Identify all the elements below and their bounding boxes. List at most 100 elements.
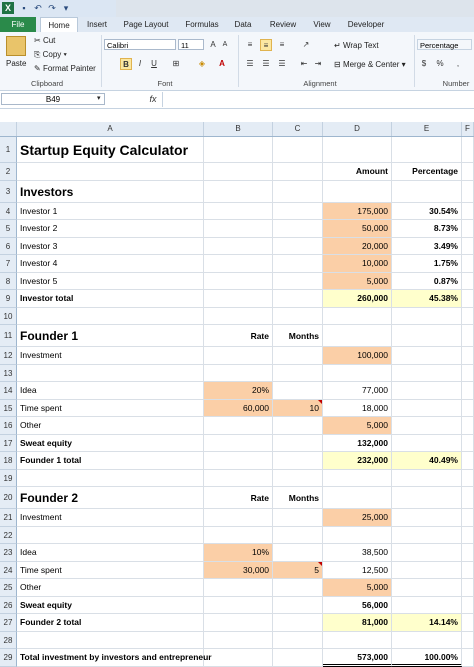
cell-e22[interactable]	[392, 526, 462, 544]
cell-a28[interactable]	[17, 631, 204, 649]
cell-d7[interactable]: 10,000	[323, 255, 392, 273]
name-box-dropdown-icon[interactable]: ▾	[97, 95, 101, 102]
cell-b18[interactable]	[204, 452, 273, 470]
cell-d13[interactable]	[323, 364, 392, 382]
cell-d3[interactable]	[323, 180, 392, 203]
insert-function-icon[interactable]: fx	[149, 94, 157, 104]
tab-data[interactable]: Data	[234, 20, 252, 29]
font-size-combo[interactable]: 11	[178, 39, 204, 50]
percent-style-icon[interactable]: %	[436, 59, 444, 68]
cell-b17[interactable]	[204, 434, 273, 452]
cell-f10[interactable]	[462, 307, 474, 325]
cell-e26[interactable]	[392, 596, 462, 614]
cell-d28[interactable]	[323, 631, 392, 649]
cell-d4[interactable]: 175,000	[323, 202, 392, 220]
accounting-format-icon[interactable]: $	[421, 59, 427, 68]
cell-b12[interactable]	[204, 347, 273, 365]
tab-review[interactable]: Review	[269, 20, 297, 29]
cell-e7[interactable]: 1.75%	[392, 255, 462, 273]
cell-e29[interactable]: 100.00%	[392, 649, 462, 667]
cell-b19[interactable]	[204, 469, 273, 487]
align-center-icon[interactable]: ☰	[262, 59, 270, 68]
cell-b13[interactable]	[204, 364, 273, 382]
cell-c22[interactable]	[273, 526, 323, 544]
cell-d25[interactable]: 5,000	[323, 579, 392, 597]
cell-c27[interactable]	[273, 614, 323, 632]
cell-d5[interactable]: 50,000	[323, 220, 392, 238]
increase-indent-icon[interactable]: ⇥	[314, 59, 322, 68]
cell-d11[interactable]	[323, 325, 392, 347]
cell-a27[interactable]: Founder 2 total	[17, 614, 204, 632]
cell-f4[interactable]	[462, 202, 474, 220]
cell-b16[interactable]	[204, 417, 273, 435]
cell-e3[interactable]	[392, 180, 462, 203]
cell-f8[interactable]	[462, 272, 474, 290]
cell-e18[interactable]: 40.49%	[392, 452, 462, 470]
cell-f26[interactable]	[462, 596, 474, 614]
cell-a4[interactable]: Investor 1	[17, 202, 204, 220]
cell-a7[interactable]: Investor 4	[17, 255, 204, 273]
cell-c13[interactable]	[273, 364, 323, 382]
paste-icon[interactable]	[6, 36, 26, 56]
font-color-icon[interactable]: A	[219, 59, 225, 68]
cell-c15[interactable]: 10	[273, 399, 323, 417]
cell-b27[interactable]	[204, 614, 273, 632]
cell-f11[interactable]	[462, 325, 474, 347]
row-header[interactable]: 22	[0, 526, 17, 544]
cell-a24[interactable]: Time spent	[17, 561, 204, 579]
row-header[interactable]: 17	[0, 434, 17, 452]
tab-insert[interactable]: Insert	[86, 20, 107, 29]
cell-a23[interactable]: Idea	[17, 544, 204, 562]
formula-input[interactable]	[162, 92, 474, 107]
merge-center-button[interactable]: ⊟ Merge & Center ▾	[334, 60, 406, 69]
select-all-corner[interactable]	[0, 122, 17, 136]
cell-f23[interactable]	[462, 544, 474, 562]
undo-icon[interactable]: ↶	[34, 3, 42, 13]
column-header-c[interactable]: C	[273, 122, 323, 136]
cell-e19[interactable]	[392, 469, 462, 487]
cell-d21[interactable]: 25,000	[323, 509, 392, 527]
cell-b4[interactable]	[204, 202, 273, 220]
cell-e5[interactable]: 8.73%	[392, 220, 462, 238]
cell-a3[interactable]: Investors	[17, 180, 204, 203]
row-header[interactable]: 26	[0, 596, 17, 614]
cell-e10[interactable]	[392, 307, 462, 325]
cut-button[interactable]: ✂ Cut	[34, 36, 56, 45]
cell-c23[interactable]	[273, 544, 323, 562]
cell-d29[interactable]: 573,000	[323, 649, 392, 667]
row-header[interactable]: 7	[0, 255, 17, 273]
cell-a18[interactable]: Founder 1 total	[17, 452, 204, 470]
cell-e8[interactable]: 0.87%	[392, 272, 462, 290]
cell-f9[interactable]	[462, 290, 474, 308]
cell-a29[interactable]: Total investment by investors and entrep…	[17, 649, 212, 667]
borders-icon[interactable]: ⊞	[172, 59, 180, 68]
align-middle-icon[interactable]: ≡	[260, 39, 272, 51]
save-icon[interactable]: ▪	[22, 3, 26, 13]
cell-e9[interactable]: 45.38%	[392, 290, 462, 308]
cell-a14[interactable]: Idea	[17, 382, 204, 400]
cell-c17[interactable]	[273, 434, 323, 452]
row-header[interactable]: 2	[0, 163, 17, 181]
cell-f12[interactable]	[462, 347, 474, 365]
cell-a6[interactable]: Investor 3	[17, 237, 204, 255]
number-format-combo[interactable]: Percentage	[417, 39, 472, 50]
row-header[interactable]: 4	[0, 202, 17, 220]
cell-b2[interactable]	[204, 163, 273, 181]
cell-c16[interactable]	[273, 417, 323, 435]
cell-b25[interactable]	[204, 579, 273, 597]
row-header[interactable]: 5	[0, 220, 17, 238]
cell-b11[interactable]: Rate	[204, 325, 273, 347]
row-header[interactable]: 13	[0, 364, 17, 382]
cell-d24[interactable]: 12,500	[323, 561, 392, 579]
cell-e24[interactable]	[392, 561, 462, 579]
cell-a2[interactable]	[17, 163, 204, 181]
cell-f13[interactable]	[462, 364, 474, 382]
cell-d19[interactable]	[323, 469, 392, 487]
tab-developer[interactable]: Developer	[347, 20, 385, 29]
row-header[interactable]: 1	[0, 137, 17, 163]
cell-c19[interactable]	[273, 469, 323, 487]
cell-f29[interactable]	[462, 649, 474, 667]
column-header-b[interactable]: B	[204, 122, 273, 136]
cell-a21[interactable]: Investment	[17, 509, 204, 527]
cell-a15[interactable]: Time spent	[17, 399, 204, 417]
